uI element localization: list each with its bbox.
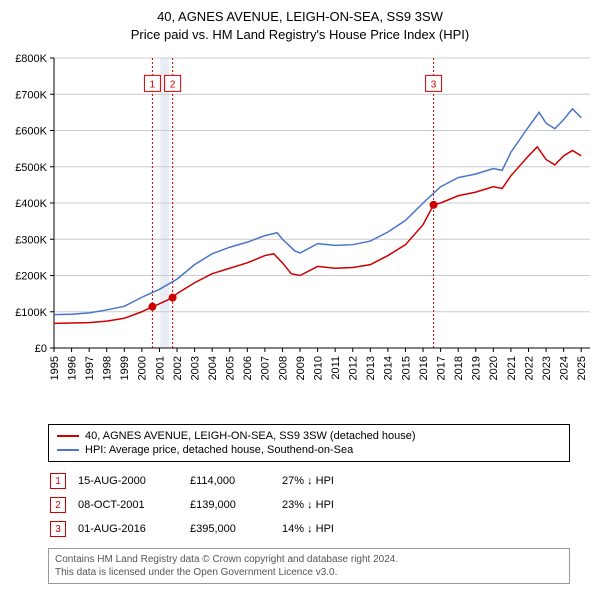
svg-text:1995: 1995	[49, 356, 61, 380]
transaction-date: 08-OCT-2001	[78, 494, 188, 516]
transaction-price: £395,000	[190, 518, 280, 540]
svg-text:2007: 2007	[260, 356, 272, 380]
svg-text:2001: 2001	[154, 356, 166, 380]
svg-text:2017: 2017	[435, 356, 447, 380]
transaction-price: £139,000	[190, 494, 280, 516]
svg-text:£400K: £400K	[15, 198, 47, 210]
legend: 40, AGNES AVENUE, LEIGH-ON-SEA, SS9 3SW …	[48, 424, 570, 462]
svg-text:2024: 2024	[558, 356, 570, 380]
svg-text:2012: 2012	[348, 356, 360, 380]
svg-text:2000: 2000	[137, 356, 149, 380]
svg-text:2019: 2019	[471, 356, 483, 380]
svg-text:2022: 2022	[523, 356, 535, 380]
svg-text:2006: 2006	[242, 356, 254, 380]
title-subtitle: Price paid vs. HM Land Registry's House …	[0, 26, 600, 44]
svg-text:2013: 2013	[365, 356, 377, 380]
svg-text:£100K: £100K	[15, 307, 47, 319]
svg-text:2018: 2018	[453, 356, 465, 380]
transactions-table: 1 15-AUG-2000£114,00027% ↓ HPI 2 08-OCT-200…	[48, 468, 346, 542]
transaction-price: £114,000	[190, 470, 280, 492]
svg-text:£300K: £300K	[15, 235, 47, 247]
transaction-row: 3 01-AUG-2016£395,00014% ↓ HPI	[50, 518, 344, 540]
svg-text:£600K: £600K	[15, 126, 47, 138]
svg-text:2016: 2016	[418, 356, 430, 380]
transaction-delta: 14% ↓ HPI	[282, 518, 344, 540]
svg-text:2003: 2003	[189, 356, 201, 380]
svg-text:2020: 2020	[488, 356, 500, 380]
legend-swatch	[57, 449, 79, 451]
transaction-delta: 23% ↓ HPI	[282, 494, 344, 516]
svg-text:2009: 2009	[295, 356, 307, 380]
marker-number-box: 2	[50, 497, 66, 513]
svg-text:£200K: £200K	[15, 271, 47, 283]
chart-container: { "title": { "line1": "40, AGNES AVENUE,…	[0, 0, 600, 584]
transaction-date: 01-AUG-2016	[78, 518, 188, 540]
transaction-date: 15-AUG-2000	[78, 470, 188, 492]
svg-text:1998: 1998	[102, 356, 114, 380]
svg-text:1997: 1997	[84, 356, 96, 380]
transaction-row: 2 08-OCT-2001£139,00023% ↓ HPI	[50, 494, 344, 516]
svg-text:2015: 2015	[400, 356, 412, 380]
marker-number-box: 1	[50, 473, 66, 489]
svg-text:2008: 2008	[277, 356, 289, 380]
svg-text:£700K: £700K	[15, 90, 47, 102]
chart-area: £0 £100K £200K £300K £400K £500K £600K £700K £80…	[0, 48, 600, 418]
svg-text:2021: 2021	[506, 356, 518, 380]
title-address: 40, AGNES AVENUE, LEIGH-ON-SEA, SS9 3SW	[0, 8, 600, 26]
footer-line-1: Contains HM Land Registry data © Crown c…	[55, 553, 563, 566]
attribution-footer: Contains HM Land Registry data © Crown c…	[48, 548, 570, 584]
legend-swatch	[57, 435, 79, 437]
svg-text:2005: 2005	[225, 356, 237, 380]
legend-label: HPI: Average price, detached house, Sout…	[85, 444, 353, 456]
footer-line-2: This data is licensed under the Open Gov…	[55, 566, 563, 579]
svg-text:2004: 2004	[207, 356, 219, 380]
svg-text:2010: 2010	[312, 356, 324, 380]
marker-number-box: 3	[50, 521, 66, 537]
svg-text:2025: 2025	[576, 356, 588, 380]
svg-text:1: 1	[150, 80, 156, 91]
svg-text:2002: 2002	[172, 356, 184, 380]
svg-text:2014: 2014	[383, 356, 395, 380]
legend-item: 40, AGNES AVENUE, LEIGH-ON-SEA, SS9 3SW …	[57, 429, 561, 443]
transaction-delta: 27% ↓ HPI	[282, 470, 344, 492]
svg-text:1996: 1996	[66, 356, 78, 380]
svg-text:2023: 2023	[541, 356, 553, 380]
title-block: 40, AGNES AVENUE, LEIGH-ON-SEA, SS9 3SW …	[0, 0, 600, 48]
legend-label: 40, AGNES AVENUE, LEIGH-ON-SEA, SS9 3SW …	[85, 430, 416, 442]
svg-text:£500K: £500K	[15, 162, 47, 174]
svg-text:3: 3	[431, 80, 437, 91]
svg-text:£0: £0	[35, 343, 47, 355]
legend-item: HPI: Average price, detached house, Sout…	[57, 443, 561, 457]
svg-text:1999: 1999	[119, 356, 131, 380]
svg-text:£800K: £800K	[15, 53, 47, 65]
svg-text:2: 2	[170, 80, 176, 91]
svg-text:2011: 2011	[330, 356, 342, 380]
line-chart: £0 £100K £200K £300K £400K £500K £600K £700K £80…	[0, 48, 600, 418]
transaction-row: 1 15-AUG-2000£114,00027% ↓ HPI	[50, 470, 344, 492]
